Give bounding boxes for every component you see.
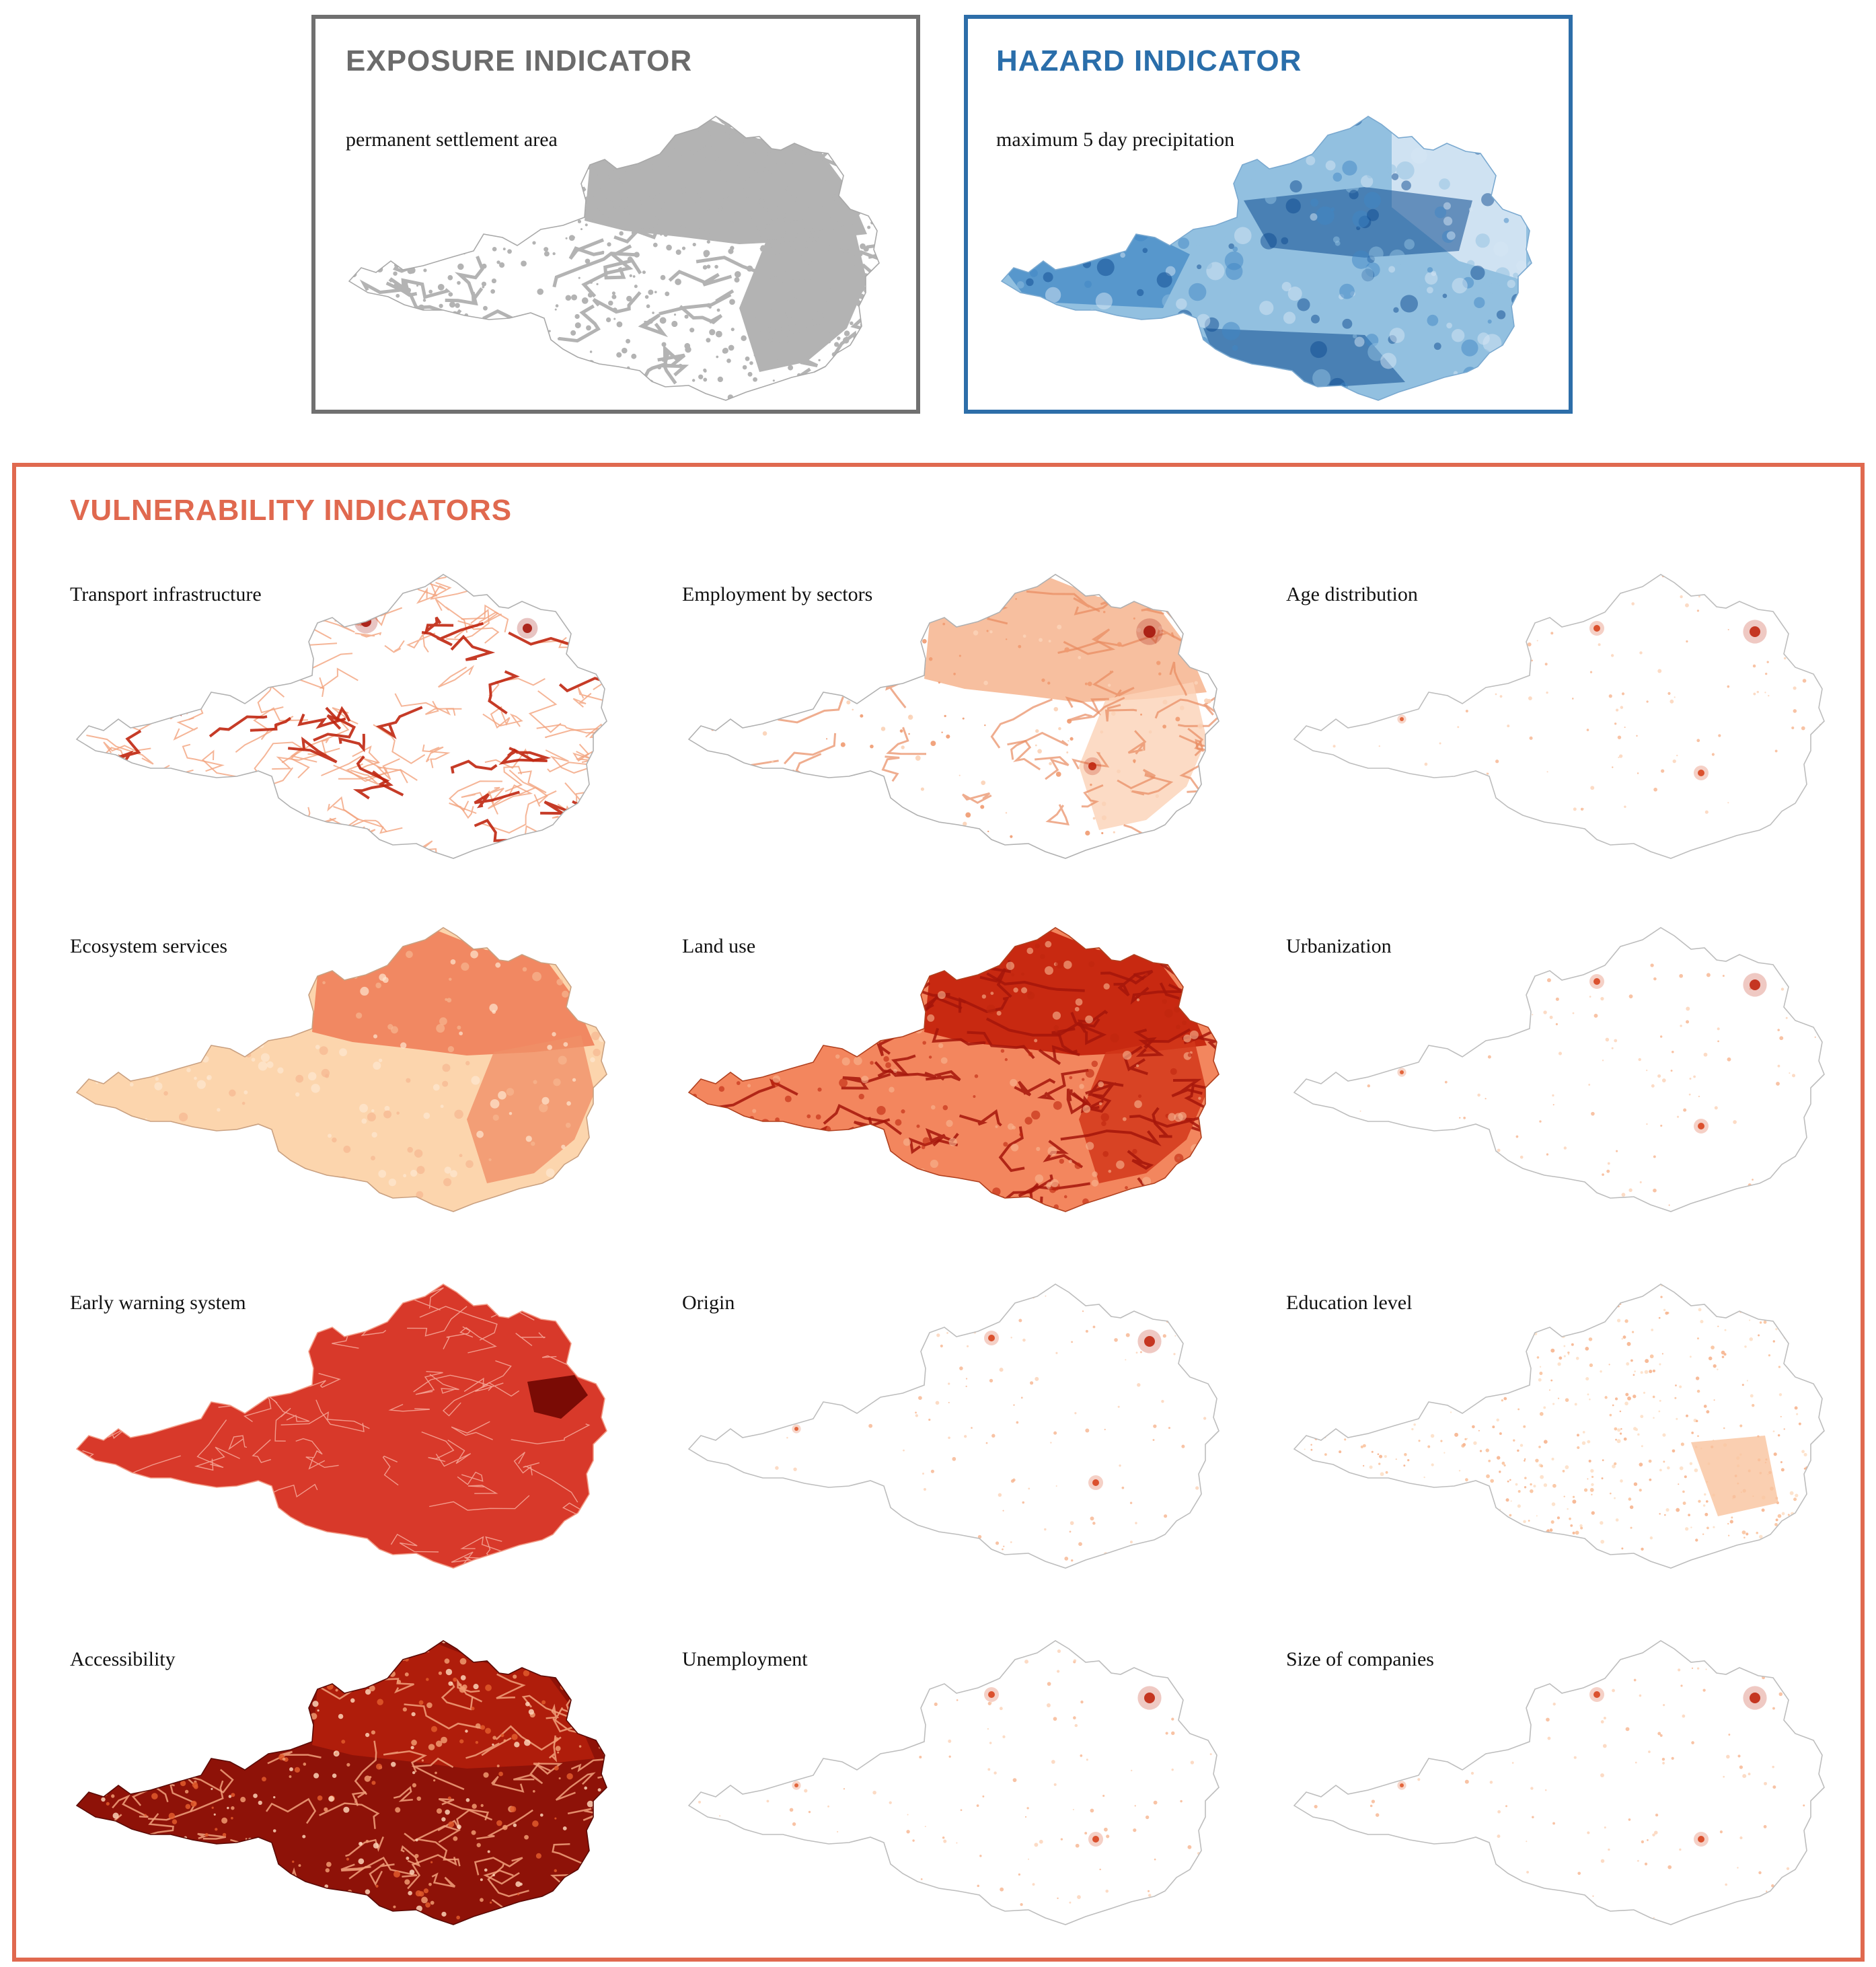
exposure-indicator-panel: EXPOSURE INDICATOR permanent settlement … xyxy=(311,15,920,414)
vulnerability-map-austria xyxy=(1293,927,1825,1212)
vulnerability-indicators-panel: VULNERABILITY INDICATORS Transport infra… xyxy=(12,463,1865,1962)
austria-border xyxy=(75,927,607,1212)
vulnerability-map-label: Land use xyxy=(682,935,756,957)
vulnerability-map-label: Transport infrastructure xyxy=(70,583,262,605)
austria-border xyxy=(1293,1284,1825,1569)
vulnerability-map-austria xyxy=(687,574,1220,859)
austria-border xyxy=(687,574,1220,859)
austria-border xyxy=(687,1284,1220,1569)
vulnerability-map-austria xyxy=(75,1640,607,1925)
hazard-indicator-title: HAZARD INDICATOR xyxy=(996,44,1302,77)
hazard-indicator-panel: HAZARD INDICATOR maximum 5 day precipita… xyxy=(964,15,1573,414)
vulnerability-map-label: Origin xyxy=(682,1292,735,1314)
vulnerability-map-label: Ecosystem services xyxy=(70,935,228,957)
austria-land xyxy=(1294,1284,1824,1568)
austria-border xyxy=(75,574,607,859)
vulnerability-indicators-title: VULNERABILITY INDICATORS xyxy=(70,494,513,527)
vulnerability-map-austria xyxy=(1293,1284,1825,1569)
austria-border xyxy=(687,1640,1220,1925)
vulnerability-map-austria xyxy=(1293,1640,1825,1925)
vulnerability-map-austria xyxy=(75,927,607,1212)
vulnerability-map-austria xyxy=(75,1284,607,1569)
hazard-map-austria xyxy=(1000,116,1532,401)
austria-land xyxy=(77,574,607,858)
vulnerability-map-label: Employment by sectors xyxy=(682,583,873,605)
vulnerability-map-austria xyxy=(1293,574,1825,859)
austria-land xyxy=(1294,1641,1824,1925)
austria-border xyxy=(75,1640,607,1925)
austria-border xyxy=(1293,927,1825,1212)
austria-border xyxy=(1293,574,1825,859)
vulnerability-map-label: Unemployment xyxy=(682,1648,808,1670)
vulnerability-map-label: Early warning system xyxy=(70,1292,246,1314)
vulnerability-map-label: Accessibility xyxy=(70,1648,176,1670)
austria-border xyxy=(75,1284,607,1569)
exposure-map-caption: permanent settlement area xyxy=(346,128,558,151)
austria-land xyxy=(1294,574,1824,858)
vulnerability-map-austria xyxy=(687,1284,1220,1569)
austria-land xyxy=(689,1284,1219,1568)
austria-land xyxy=(689,1641,1219,1925)
vulnerability-map-label: Age distribution xyxy=(1286,583,1418,605)
austria-border xyxy=(687,927,1220,1212)
vulnerability-map-austria xyxy=(687,1640,1220,1925)
austria-border xyxy=(1000,116,1532,401)
exposure-indicator-title: EXPOSURE INDICATOR xyxy=(346,44,693,77)
vulnerability-map-label: Urbanization xyxy=(1286,935,1392,957)
vulnerability-map-label: Size of companies xyxy=(1286,1648,1434,1670)
hazard-map-caption: maximum 5 day precipitation xyxy=(996,128,1235,151)
vulnerability-map-austria xyxy=(75,574,607,859)
vulnerability-map-label: Education level xyxy=(1286,1292,1413,1314)
exposure-map-austria xyxy=(348,116,880,401)
austria-land xyxy=(1294,928,1824,1212)
vulnerability-map-austria xyxy=(687,927,1220,1212)
austria-border xyxy=(348,116,880,401)
austria-border xyxy=(1293,1640,1825,1925)
